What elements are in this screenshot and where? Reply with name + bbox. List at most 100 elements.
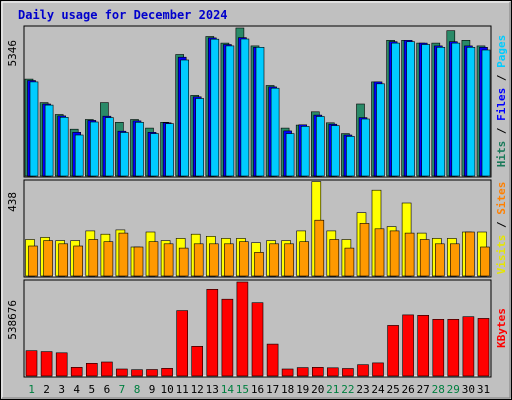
bar-kbytes-day-14 bbox=[221, 298, 234, 377]
bar-pages-day-3 bbox=[59, 117, 69, 177]
panel-middle: 438 Visits / Sites bbox=[6, 179, 508, 278]
chart-panels: 5346 Hits / Files / Pages 438 Visits / Site… bbox=[6, 25, 508, 378]
bar-sites-day-9 bbox=[148, 241, 159, 277]
bar-sites-day-11 bbox=[178, 247, 189, 277]
bar-sites-day-10 bbox=[163, 243, 174, 277]
bar-kbytes-day-25 bbox=[387, 325, 399, 377]
bar-pages-day-24 bbox=[376, 83, 385, 177]
bar-sites-day-5 bbox=[88, 239, 99, 277]
bar-kbytes-day-12 bbox=[191, 345, 203, 377]
bar-sites-day-22 bbox=[344, 247, 355, 277]
day-label-6: 6 bbox=[104, 383, 111, 396]
bar-pages-day-9 bbox=[150, 133, 159, 177]
day-label-21: 21 bbox=[326, 383, 339, 396]
bar-pages-day-26 bbox=[406, 41, 415, 177]
bar-pages-day-22 bbox=[346, 136, 355, 177]
day-label-22: 22 bbox=[341, 383, 354, 396]
day-label-16: 16 bbox=[251, 383, 264, 396]
bar-kbytes-day-8 bbox=[131, 369, 143, 377]
day-label-7: 7 bbox=[119, 383, 126, 396]
bar-pages-day-27 bbox=[421, 44, 431, 177]
bar-sites-day-29 bbox=[449, 243, 460, 277]
bar-kbytes-day-13 bbox=[206, 288, 219, 377]
bar-pages-day-19 bbox=[300, 126, 310, 177]
bar-pages-day-23 bbox=[361, 118, 370, 177]
legend-part-4: Pages bbox=[495, 35, 508, 68]
bar-sites-day-17 bbox=[269, 243, 279, 277]
bar-kbytes-day-20 bbox=[311, 366, 324, 377]
bar-pages-day-30 bbox=[466, 46, 476, 177]
bar-sites-day-1 bbox=[28, 245, 38, 277]
bar-sites-day-15 bbox=[239, 241, 249, 277]
bar-kbytes-day-23 bbox=[357, 364, 369, 377]
bar-pages-day-8 bbox=[135, 122, 144, 177]
legend-part-0: KBytes bbox=[495, 308, 508, 348]
bar-kbytes-day-16 bbox=[251, 302, 264, 377]
bar-pages-day-20 bbox=[315, 116, 325, 177]
x-axis-day-labels: 1 2 3 4 5 6 7 8 9 10 11 12 13 14 15 16 17 18 19 20 21 22 23 24 2… bbox=[28, 383, 490, 396]
day-label-3: 3 bbox=[58, 383, 65, 396]
bar-kbytes-day-11 bbox=[176, 310, 188, 377]
legend-part-2: Files bbox=[495, 88, 508, 121]
bar-pages-day-6 bbox=[105, 117, 114, 177]
day-label-19: 19 bbox=[296, 383, 309, 396]
bar-sites-day-31 bbox=[480, 246, 490, 277]
bar-kbytes-day-7 bbox=[116, 368, 128, 377]
bar-pages-day-1 bbox=[29, 81, 39, 177]
bar-sites-day-13 bbox=[209, 243, 219, 277]
day-label-10: 10 bbox=[160, 383, 173, 396]
day-label-27: 27 bbox=[417, 383, 430, 396]
bar-kbytes-day-4 bbox=[70, 366, 83, 377]
bar-sites-day-27 bbox=[419, 239, 430, 277]
day-label-8: 8 bbox=[134, 383, 141, 396]
bar-kbytes-day-17 bbox=[266, 343, 279, 377]
bar-pages-day-10 bbox=[165, 123, 174, 177]
day-label-25: 25 bbox=[386, 383, 399, 396]
bar-pages-day-31 bbox=[481, 49, 491, 177]
day-label-17: 17 bbox=[266, 383, 279, 396]
bar-pages-day-14 bbox=[225, 45, 235, 177]
bar-kbytes-day-27 bbox=[417, 314, 430, 377]
bar-kbytes-day-9 bbox=[146, 369, 158, 377]
bar-sites-day-18 bbox=[284, 243, 294, 277]
bar-kbytes-day-26 bbox=[402, 314, 414, 377]
day-label-20: 20 bbox=[311, 383, 324, 396]
bar-sites-day-6 bbox=[103, 241, 114, 277]
legend-part-2: Sites bbox=[495, 182, 508, 215]
bar-kbytes-day-29 bbox=[447, 318, 460, 377]
bar-pages-day-13 bbox=[210, 38, 220, 177]
bar-sites-day-26 bbox=[404, 232, 415, 277]
bar-sites-day-28 bbox=[434, 243, 445, 277]
legend-part-0: Visits bbox=[495, 235, 508, 275]
bar-sites-day-24 bbox=[374, 228, 385, 277]
bar-kbytes-day-18 bbox=[281, 368, 294, 377]
day-label-4: 4 bbox=[73, 383, 80, 396]
bar-sites-day-7 bbox=[118, 232, 129, 277]
bar-pages-day-28 bbox=[436, 46, 446, 177]
day-label-15: 15 bbox=[236, 383, 249, 396]
day-label-14: 14 bbox=[221, 383, 235, 396]
bar-sites-day-12 bbox=[193, 243, 204, 277]
bar-sites-day-4 bbox=[73, 245, 83, 277]
day-label-13: 13 bbox=[206, 383, 219, 396]
bar-sites-day-21 bbox=[329, 239, 340, 277]
day-label-5: 5 bbox=[88, 383, 95, 396]
bar-pages-day-29 bbox=[451, 42, 461, 177]
bar-pages-day-2 bbox=[44, 104, 54, 177]
legend-part-1: / bbox=[495, 121, 508, 141]
panel-bottom-series-legend: KBytes bbox=[495, 308, 508, 348]
day-label-1: 1 bbox=[28, 383, 35, 396]
bar-kbytes-day-5 bbox=[86, 362, 98, 377]
day-label-18: 18 bbox=[281, 383, 294, 396]
bar-pages-day-17 bbox=[270, 87, 280, 177]
panel-bottom: 538676 KBytes bbox=[6, 279, 508, 378]
bar-pages-day-16 bbox=[255, 46, 265, 177]
panel-middle-series-legend: Visits / Sites bbox=[495, 182, 508, 275]
day-label-23: 23 bbox=[356, 383, 369, 396]
bar-sites-day-30 bbox=[465, 231, 475, 277]
day-label-28: 28 bbox=[432, 383, 445, 396]
day-label-11: 11 bbox=[176, 383, 189, 396]
legend-part-0: Hits bbox=[495, 141, 508, 168]
bar-kbytes-day-3 bbox=[55, 352, 68, 377]
bar-sites-day-23 bbox=[359, 223, 370, 277]
